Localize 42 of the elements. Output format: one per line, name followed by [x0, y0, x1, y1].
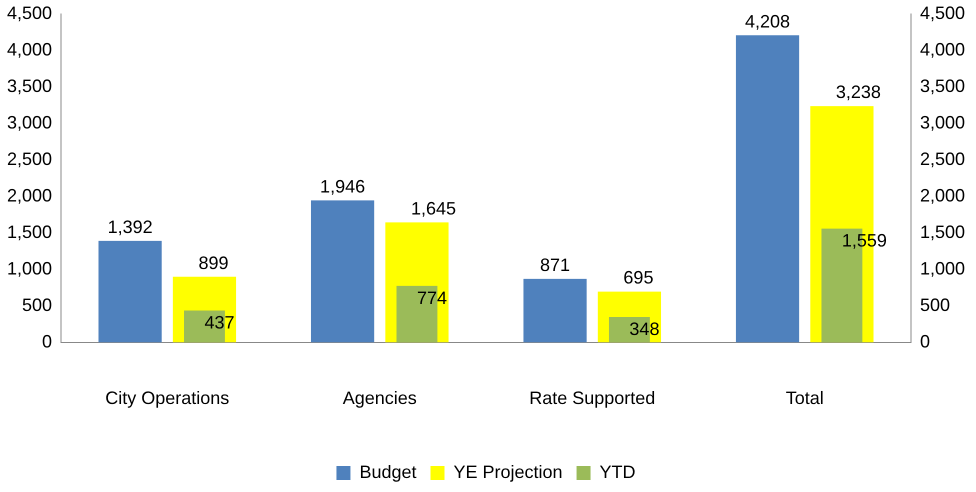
- data-label: 3,238: [836, 82, 881, 102]
- data-label: 348: [629, 318, 660, 339]
- x-tick-label: Rate Supported: [529, 388, 656, 408]
- bar: [310, 200, 374, 342]
- bar: [523, 278, 587, 342]
- data-label: 695: [623, 268, 654, 288]
- y-tick-label: 3,000: [6, 112, 52, 132]
- y-tick-label: 2,000: [6, 185, 52, 206]
- data-label: 774: [416, 288, 447, 308]
- data-label: 871: [540, 254, 570, 275]
- y-tick-label: 0: [42, 331, 52, 352]
- y2-tick-label: 3,500: [920, 76, 966, 96]
- y2-tick-label: 2,000: [920, 185, 966, 206]
- bar: [98, 240, 162, 342]
- data-label: 1,645: [410, 198, 456, 218]
- y-tick-label: 1,000: [6, 258, 52, 278]
- legend-label: Budget: [359, 462, 417, 482]
- data-label: 4,208: [745, 11, 790, 32]
- x-tick-label: Total: [786, 388, 824, 408]
- y2-tick-label: 2,500: [920, 148, 966, 169]
- y-tick-label: 1,500: [6, 222, 52, 242]
- y2-tick-label: 500: [920, 294, 950, 315]
- y2-tick-label: 4,500: [920, 2, 966, 23]
- y-tick-label: 500: [22, 294, 52, 315]
- y-tick-label: 3,500: [6, 76, 52, 96]
- y2-tick-label: 4,000: [920, 39, 966, 60]
- bar: [736, 35, 800, 342]
- legend-label: YTD: [600, 462, 636, 482]
- data-label: 1,392: [108, 216, 153, 237]
- data-label: 437: [204, 312, 235, 332]
- data-label: 899: [198, 252, 229, 273]
- y-tick-label: 4,000: [6, 39, 52, 60]
- x-tick-label: City Operations: [105, 388, 230, 408]
- y2-tick-label: 1,500: [920, 222, 966, 242]
- y-tick-label: 2,500: [6, 148, 52, 169]
- y2-tick-label: 0: [920, 331, 930, 352]
- y2-tick-label: 1,000: [920, 258, 966, 278]
- x-tick-label: Agencies: [342, 388, 417, 408]
- y2-tick-label: 3,000: [920, 112, 966, 132]
- data-label: 1,946: [320, 176, 366, 196]
- legend-label: YE Projection: [454, 462, 563, 482]
- y-tick-label: 4,500: [6, 2, 52, 23]
